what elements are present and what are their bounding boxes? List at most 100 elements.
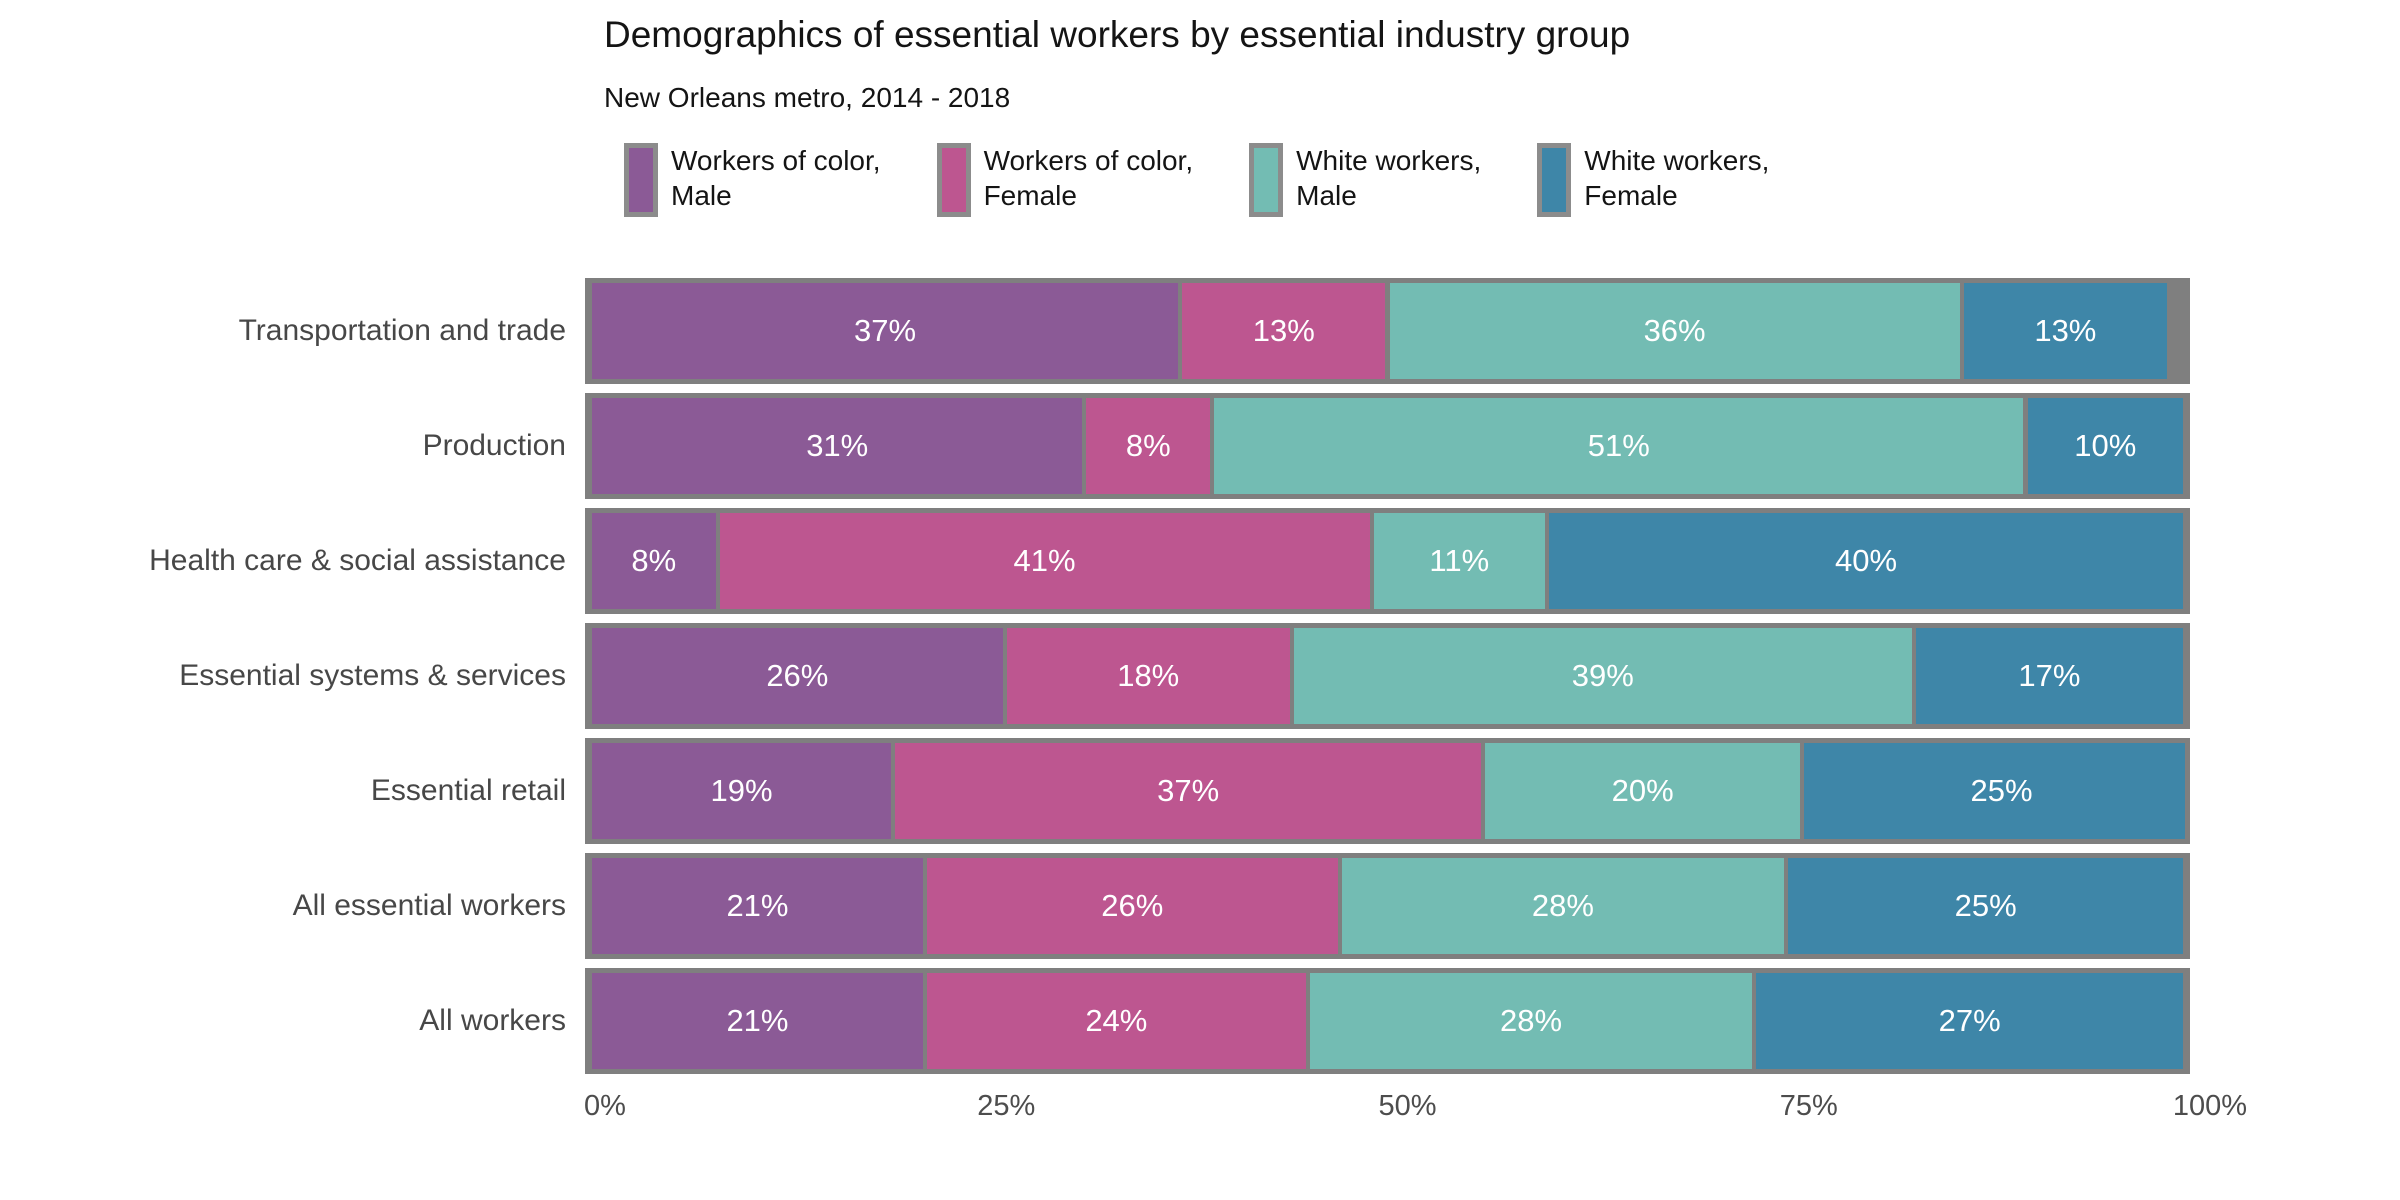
bar-track: 31% 8% 51% 10%	[585, 393, 2190, 499]
bar-segment: 13%	[1182, 283, 1386, 379]
bar-value-label: 21%	[726, 1003, 789, 1038]
bar-segment: 18%	[1006, 628, 1290, 724]
bar-track-inner: 8% 41% 11% 40%	[590, 513, 2185, 609]
chart-row: Transportation and trade 37% 13% 36% 13%	[0, 278, 2400, 384]
bar-segment: 25%	[1788, 858, 2183, 954]
bar-segment: 37%	[895, 743, 1482, 839]
bar-value-label: 10%	[2074, 428, 2137, 463]
bar-segment: 17%	[1915, 628, 2183, 724]
bar-track: 21% 26% 28% 25%	[585, 853, 2190, 959]
bar-segment: 26%	[592, 628, 1003, 724]
bar-segment: 39%	[1293, 628, 1912, 724]
bar-track: 8% 41% 11% 40%	[585, 508, 2190, 614]
bar-value-label: 24%	[1085, 1003, 1148, 1038]
row-label: Production	[422, 429, 566, 462]
legend-label: White workers, Male	[1296, 145, 1482, 211]
bar-track: 26% 18% 39% 17%	[585, 623, 2190, 729]
bar-segment: 25%	[1804, 743, 2185, 839]
bar-track-inner: 21% 24% 28% 27%	[590, 973, 2185, 1069]
row-label: All essential workers	[292, 889, 566, 922]
bar-value-label: 37%	[1157, 773, 1220, 808]
bar-value-label: 21%	[726, 888, 789, 923]
bar-segment: 21%	[592, 973, 923, 1069]
bar-value-label: 17%	[2018, 658, 2081, 693]
bar-value-label: 11%	[1429, 543, 1490, 578]
legend-swatch	[624, 143, 658, 217]
bar-track-inner: 26% 18% 39% 17%	[590, 628, 2185, 724]
chart-row: Production 31% 8% 51% 10%	[0, 393, 2400, 499]
bar-value-label: 40%	[1834, 543, 1898, 578]
row-label: Health care & social assistance	[149, 544, 566, 577]
bar-value-label: 26%	[1101, 888, 1164, 923]
bar-value-label: 36%	[1643, 313, 1706, 348]
bar-track-inner: 37% 13% 36% 13%	[590, 283, 2185, 379]
bar-segment: 31%	[592, 398, 1083, 494]
bar-value-label: 20%	[1611, 773, 1674, 808]
bar-segment: 51%	[1214, 398, 2024, 494]
bar-value-label: 13%	[2034, 313, 2097, 348]
x-axis-tick-label: 0%	[584, 1090, 626, 1122]
row-label: Transportation and trade	[238, 314, 566, 347]
bar-segment: 21%	[592, 858, 923, 954]
x-axis-tick-label: 75%	[1779, 1090, 1838, 1122]
bar-segment: 24%	[926, 973, 1306, 1069]
bar-segment: 8%	[1086, 398, 1211, 494]
bar-segment: 26%	[926, 858, 1338, 954]
chart-row: Essential retail 19% 37% 20% 25%	[0, 738, 2400, 844]
legend-item: Workers of color, Female	[936, 143, 1194, 217]
bar-value-label: 28%	[1500, 1003, 1563, 1038]
bar-value-label: 8%	[1125, 428, 1171, 463]
legend-swatch	[1537, 143, 1572, 217]
bar-segment: 19%	[592, 743, 892, 839]
bar-track-inner: 21% 26% 28% 25%	[590, 858, 2185, 954]
bar-segment: 40%	[1549, 513, 2183, 609]
x-axis-tick-label: 50%	[1378, 1090, 1437, 1122]
chart-row: All workers 21% 24% 28% 27%	[0, 968, 2400, 1074]
legend-label: Workers of color, Female	[983, 145, 1194, 211]
bar-segment: 37%	[592, 283, 1179, 379]
legend: Workers of color, Male Workers of color, …	[624, 143, 1769, 217]
bar-value-label: 39%	[1571, 658, 1634, 693]
bar-value-label: 28%	[1531, 888, 1594, 923]
bar-segment: 20%	[1485, 743, 1801, 839]
bar-segment: 28%	[1341, 858, 1785, 954]
legend-label: White workers, Female	[1584, 145, 1770, 211]
bar-track: 21% 24% 28% 27%	[585, 968, 2190, 1074]
bar-segment: 10%	[2027, 398, 2183, 494]
bar-segment: 11%	[1373, 513, 1545, 609]
bar-value-label: 27%	[1938, 1003, 2001, 1038]
bar-value-label: 19%	[710, 773, 773, 808]
bar-segment: 36%	[1389, 283, 1960, 379]
page-subtitle: New Orleans metro, 2014 - 2018	[604, 82, 1011, 113]
legend-swatch	[936, 143, 971, 217]
bar-value-label: 26%	[766, 658, 829, 693]
row-label: Essential retail	[370, 774, 566, 807]
bar-track: 37% 13% 36% 13%	[585, 278, 2190, 384]
row-label: Essential systems & services	[179, 659, 566, 692]
bar-value-label: 25%	[1970, 773, 2033, 808]
bar-segment: 41%	[719, 513, 1370, 609]
row-label: All workers	[419, 1004, 566, 1037]
bar-value-label: 31%	[806, 428, 869, 463]
bar-value-label: 8%	[631, 543, 677, 578]
bar-segment: 28%	[1309, 973, 1753, 1069]
bar-segment: 8%	[592, 513, 716, 609]
bar-track-inner: 31% 8% 51% 10%	[590, 398, 2185, 494]
x-axis: 0% 25% 50% 75% 100%	[0, 1090, 2400, 1130]
bar-track: 19% 37% 20% 25%	[585, 738, 2190, 844]
chart-row: All essential workers 21% 26% 28% 25%	[0, 853, 2400, 959]
bar-value-label: 41%	[1013, 543, 1076, 578]
legend-item: White workers, Male	[1249, 143, 1481, 217]
bar-segment: 13%	[1963, 283, 2168, 379]
bar-value-label: 18%	[1117, 658, 1180, 693]
bar-track-inner: 19% 37% 20% 25%	[590, 743, 2185, 839]
bar-value-label: 51%	[1587, 428, 1650, 463]
chart-row: Health care & social assistance 8% 41% 11% 4…	[0, 508, 2400, 614]
bar-segment: 27%	[1756, 973, 2183, 1069]
bar-value-label: 37%	[854, 313, 917, 348]
x-axis-tick-label: 100%	[2172, 1090, 2248, 1122]
page-title: Demographics of essential workers by ess…	[604, 14, 1631, 55]
bar-value-label: 25%	[1954, 888, 2017, 923]
legend-swatch	[1249, 143, 1284, 217]
